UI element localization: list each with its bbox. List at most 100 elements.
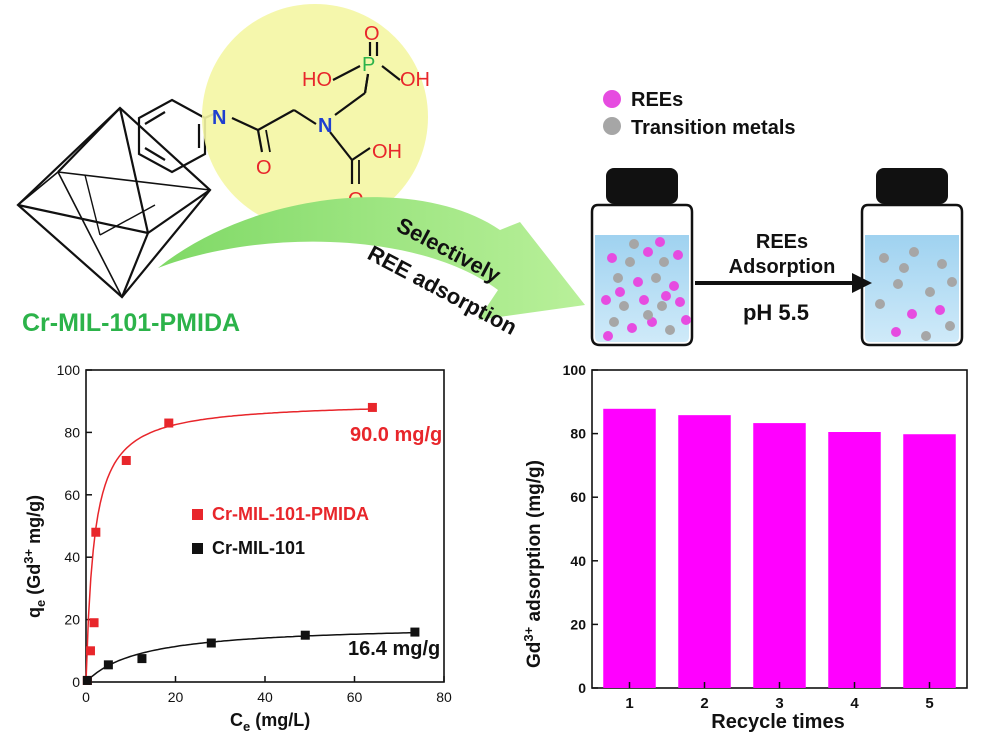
metal-particle (657, 301, 667, 311)
y-tick-label: 20 (64, 612, 80, 628)
metal-particle (651, 273, 661, 283)
metal-particle (893, 279, 903, 289)
data-point-mil101 (206, 638, 216, 648)
y-tick-label: 100 (563, 362, 587, 378)
metal-particle (625, 257, 635, 267)
ree-particle (891, 327, 901, 337)
x-tick-label: 2 (700, 695, 708, 712)
ree-particle (673, 250, 683, 260)
vial-after (860, 168, 964, 347)
ree-particle (669, 281, 679, 291)
atom-p-oxygen: O (364, 23, 380, 45)
ree-particle (601, 295, 611, 305)
process-arrow: REEs Adsorption pH 5.5 (695, 231, 872, 325)
ree-particle (615, 287, 625, 297)
process-condition: pH 5.5 (743, 300, 809, 325)
metal-particle (613, 273, 623, 283)
data-point-pmida (367, 402, 377, 412)
ree-particle (643, 247, 653, 257)
bar-recycle-5 (903, 434, 956, 688)
x-tick-label: 3 (775, 695, 783, 712)
y-tick-label: 40 (570, 553, 586, 569)
metal-particle (875, 299, 885, 309)
ree-particle (681, 315, 691, 325)
octahedron-icon (16, 106, 212, 299)
ree-particle (607, 253, 617, 263)
particle-legend: REEs Transition metals (603, 89, 796, 139)
data-point-mil101 (300, 630, 310, 640)
ree-particle (935, 305, 945, 315)
data-point-pmida (85, 646, 95, 656)
ree-particle (675, 297, 685, 307)
y-tick-label: 0 (72, 674, 80, 690)
legend-metal-label: Transition metals (631, 117, 796, 139)
legend-ree-label: REEs (631, 89, 683, 111)
y-tick-label: 20 (570, 616, 586, 632)
atom-o-amide: O (256, 157, 272, 179)
recycle-bar-chart: 1 2 3 4 5 0 20 40 60 80 100 Recycle times Gd3+ ads… (521, 362, 968, 733)
isotherm-chart: 0 20 40 60 80 0 20 40 60 80 100 Cr-MIL-101-PMIDA C… (21, 362, 452, 734)
material-label: Cr-MIL-101-PMIDA (22, 309, 240, 337)
y-tick-label: 80 (570, 426, 586, 442)
x-tick-label: 0 (82, 689, 90, 705)
metal-particle (925, 287, 935, 297)
annotation-pmida-capacity: 90.0 mg/g (350, 424, 442, 446)
x-tick-label: 80 (436, 689, 452, 705)
metal-particle (947, 277, 957, 287)
y-tick-label: 60 (64, 487, 80, 503)
process-label-line2: Adsorption (729, 256, 836, 278)
vial-before (590, 168, 694, 347)
metal-particle (879, 253, 889, 263)
y-axis-title: qe (Gd3+ mg/g) (21, 495, 48, 618)
metal-particle (643, 310, 653, 320)
bar-recycle-1 (603, 408, 656, 688)
framework-illustration: N O N P O HO OH OH O Cr-MIL-101-PMIDA (16, 4, 430, 337)
metal-particle (937, 259, 947, 269)
atom-n-amide: N (212, 107, 226, 129)
atom-oh-right: OH (400, 69, 430, 91)
x-tick-label: 40 (257, 689, 273, 705)
bar-recycle-2 (678, 415, 731, 688)
ree-particle (661, 291, 671, 301)
metal-particle (921, 331, 931, 341)
x-tick-label: 1 (625, 695, 633, 712)
metal-particle (609, 317, 619, 327)
metal-particle (665, 325, 675, 335)
atom-acid-oh: OH (372, 141, 402, 163)
x-tick-label: 60 (347, 689, 363, 705)
vial-cap-icon (606, 168, 678, 204)
legend-marker-pmida (192, 509, 203, 520)
data-point-mil101 (103, 660, 113, 670)
x-axis-title: Ce (mg/L) (230, 710, 310, 734)
x-tick-label: 5 (925, 695, 933, 712)
ligand-highlight (202, 4, 428, 230)
metal-particle (619, 301, 629, 311)
metal-particle (909, 247, 919, 257)
data-point-pmida (121, 455, 131, 465)
data-point-pmida (91, 527, 101, 537)
metal-particle (629, 239, 639, 249)
data-point-pmida (164, 418, 174, 428)
ree-particle (627, 323, 637, 333)
ree-particle (655, 237, 665, 247)
data-point-pmida (89, 618, 99, 628)
ree-dot-icon (603, 90, 621, 108)
data-point-mil101 (410, 627, 420, 637)
atom-p: P (362, 54, 375, 76)
ree-particle (907, 309, 917, 319)
plot-frame (85, 369, 445, 683)
x-tick-label: 20 (168, 689, 184, 705)
ree-particle (639, 295, 649, 305)
y-axis-title: Gd3+ adsorption (mg/g) (521, 460, 545, 668)
x-axis-title: Recycle times (711, 711, 844, 733)
metal-particle (945, 321, 955, 331)
data-point-mil101 (82, 675, 92, 685)
bar-recycle-4 (828, 432, 881, 688)
atom-n-amine: N (318, 115, 332, 137)
legend-marker-mil101 (192, 543, 203, 554)
data-point-mil101 (137, 654, 147, 664)
y-tick-label: 100 (57, 362, 81, 378)
annotation-mil101-capacity: 16.4 mg/g (348, 638, 440, 660)
arrow-head-icon (852, 273, 872, 293)
y-tick-label: 0 (578, 680, 586, 696)
